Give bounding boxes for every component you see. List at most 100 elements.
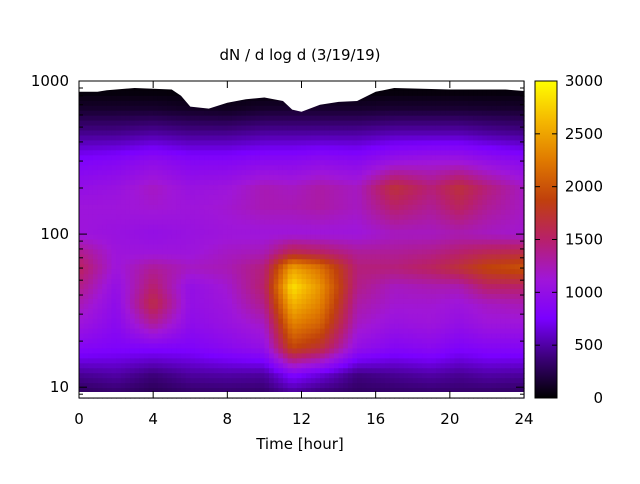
heatmap-cell bbox=[306, 284, 312, 290]
heatmap-cell bbox=[255, 284, 261, 290]
heatmap-cell bbox=[473, 204, 479, 211]
heatmap-cell bbox=[287, 135, 293, 142]
heatmap-cell bbox=[310, 323, 317, 330]
heatmap-cell bbox=[371, 224, 377, 231]
heatmap-cell bbox=[449, 105, 456, 112]
heatmap-cell bbox=[375, 170, 381, 176]
heatmap-cell bbox=[519, 165, 525, 171]
heatmap-cell bbox=[153, 259, 159, 265]
heatmap-cell bbox=[398, 185, 405, 191]
heatmap-cell bbox=[357, 308, 363, 315]
heatmap-cell bbox=[431, 323, 437, 330]
heatmap-cell bbox=[408, 284, 414, 290]
heatmap-cell bbox=[435, 209, 442, 216]
heatmap-cell bbox=[282, 209, 289, 216]
heatmap-cell bbox=[306, 185, 312, 191]
heatmap-cell bbox=[496, 274, 502, 280]
heatmap-cell bbox=[389, 120, 395, 127]
heatmap-cell bbox=[222, 209, 228, 216]
heatmap-cell bbox=[310, 194, 317, 201]
heatmap-cell bbox=[185, 150, 191, 156]
heatmap-cell bbox=[83, 313, 89, 320]
heatmap-cell bbox=[519, 180, 525, 186]
heatmap-cell bbox=[482, 130, 488, 137]
heatmap-cell bbox=[278, 328, 284, 335]
heatmap-cell bbox=[324, 125, 330, 132]
heatmap-cell bbox=[134, 298, 140, 305]
heatmap-cell bbox=[477, 170, 483, 176]
heatmap-cell bbox=[375, 150, 381, 156]
heatmap-cell bbox=[301, 165, 307, 171]
heatmap-cell bbox=[194, 185, 201, 191]
heatmap-cell bbox=[310, 180, 317, 186]
heatmap-cell bbox=[412, 313, 418, 320]
heatmap-cell bbox=[227, 194, 233, 201]
heatmap-cell bbox=[134, 185, 140, 191]
heatmap-cell bbox=[384, 313, 391, 320]
heatmap-cell bbox=[435, 140, 442, 146]
heatmap-cell bbox=[245, 284, 252, 290]
heatmap-cell bbox=[199, 274, 205, 280]
heatmap-cell bbox=[361, 175, 367, 181]
heatmap-cell bbox=[514, 234, 520, 241]
heatmap-cell bbox=[199, 160, 205, 166]
heatmap-cell bbox=[102, 239, 108, 246]
heatmap-cell bbox=[190, 274, 196, 280]
heatmap-cell bbox=[468, 284, 474, 290]
heatmap-cell bbox=[231, 289, 238, 295]
heatmap-cell bbox=[375, 180, 381, 186]
heatmap-cell bbox=[245, 204, 252, 211]
heatmap-cell bbox=[306, 313, 312, 320]
heatmap-cell bbox=[315, 224, 321, 231]
heatmap-cell bbox=[426, 209, 432, 216]
heatmap-cell bbox=[375, 328, 381, 335]
heatmap-cell bbox=[88, 274, 94, 280]
heatmap-cell bbox=[449, 239, 456, 246]
heatmap-cell bbox=[394, 328, 400, 335]
heatmap-cell bbox=[83, 194, 89, 201]
heatmap-cell bbox=[408, 145, 414, 151]
heatmap-cell bbox=[79, 333, 85, 340]
heatmap-cell bbox=[496, 229, 502, 236]
heatmap-cell bbox=[514, 318, 520, 325]
heatmap-cell bbox=[83, 180, 89, 186]
heatmap-cell bbox=[125, 125, 131, 132]
heatmap-cell bbox=[218, 313, 224, 320]
heatmap-cell bbox=[431, 90, 437, 97]
heatmap-cell bbox=[375, 303, 381, 310]
heatmap-cell bbox=[129, 125, 136, 132]
heatmap-cell bbox=[403, 323, 409, 330]
heatmap-cell bbox=[357, 140, 363, 146]
heatmap-cell bbox=[92, 95, 99, 102]
heatmap-cell bbox=[153, 219, 159, 226]
heatmap-cell bbox=[171, 303, 177, 310]
heatmap-cell bbox=[222, 323, 228, 330]
heatmap-cell bbox=[199, 284, 205, 290]
heatmap-cell bbox=[264, 249, 270, 255]
heatmap-cell bbox=[199, 289, 205, 295]
heatmap-cell bbox=[333, 140, 340, 146]
heatmap-cell bbox=[491, 274, 497, 280]
heatmap-cell bbox=[324, 180, 330, 186]
heatmap-cell bbox=[496, 120, 502, 127]
heatmap-cell bbox=[454, 224, 460, 231]
heatmap-cell bbox=[408, 234, 414, 241]
heatmap-cell bbox=[264, 244, 270, 250]
heatmap-cell bbox=[398, 85, 405, 92]
heatmap-cell bbox=[143, 269, 150, 275]
heatmap-cell bbox=[486, 204, 493, 211]
heatmap-cell bbox=[514, 298, 520, 305]
heatmap-cell bbox=[245, 160, 252, 166]
heatmap-cell bbox=[301, 229, 307, 236]
heatmap-cell bbox=[162, 234, 168, 241]
heatmap-cell bbox=[514, 249, 520, 255]
heatmap-cell bbox=[213, 160, 219, 166]
heatmap-cell bbox=[222, 219, 228, 226]
heatmap-cell bbox=[338, 125, 344, 132]
heatmap-cell bbox=[491, 135, 497, 142]
heatmap-cell bbox=[255, 160, 261, 166]
heatmap-cell bbox=[473, 110, 479, 117]
heatmap-cell bbox=[97, 264, 103, 270]
heatmap-cell bbox=[375, 135, 381, 142]
heatmap-cell bbox=[394, 219, 400, 226]
